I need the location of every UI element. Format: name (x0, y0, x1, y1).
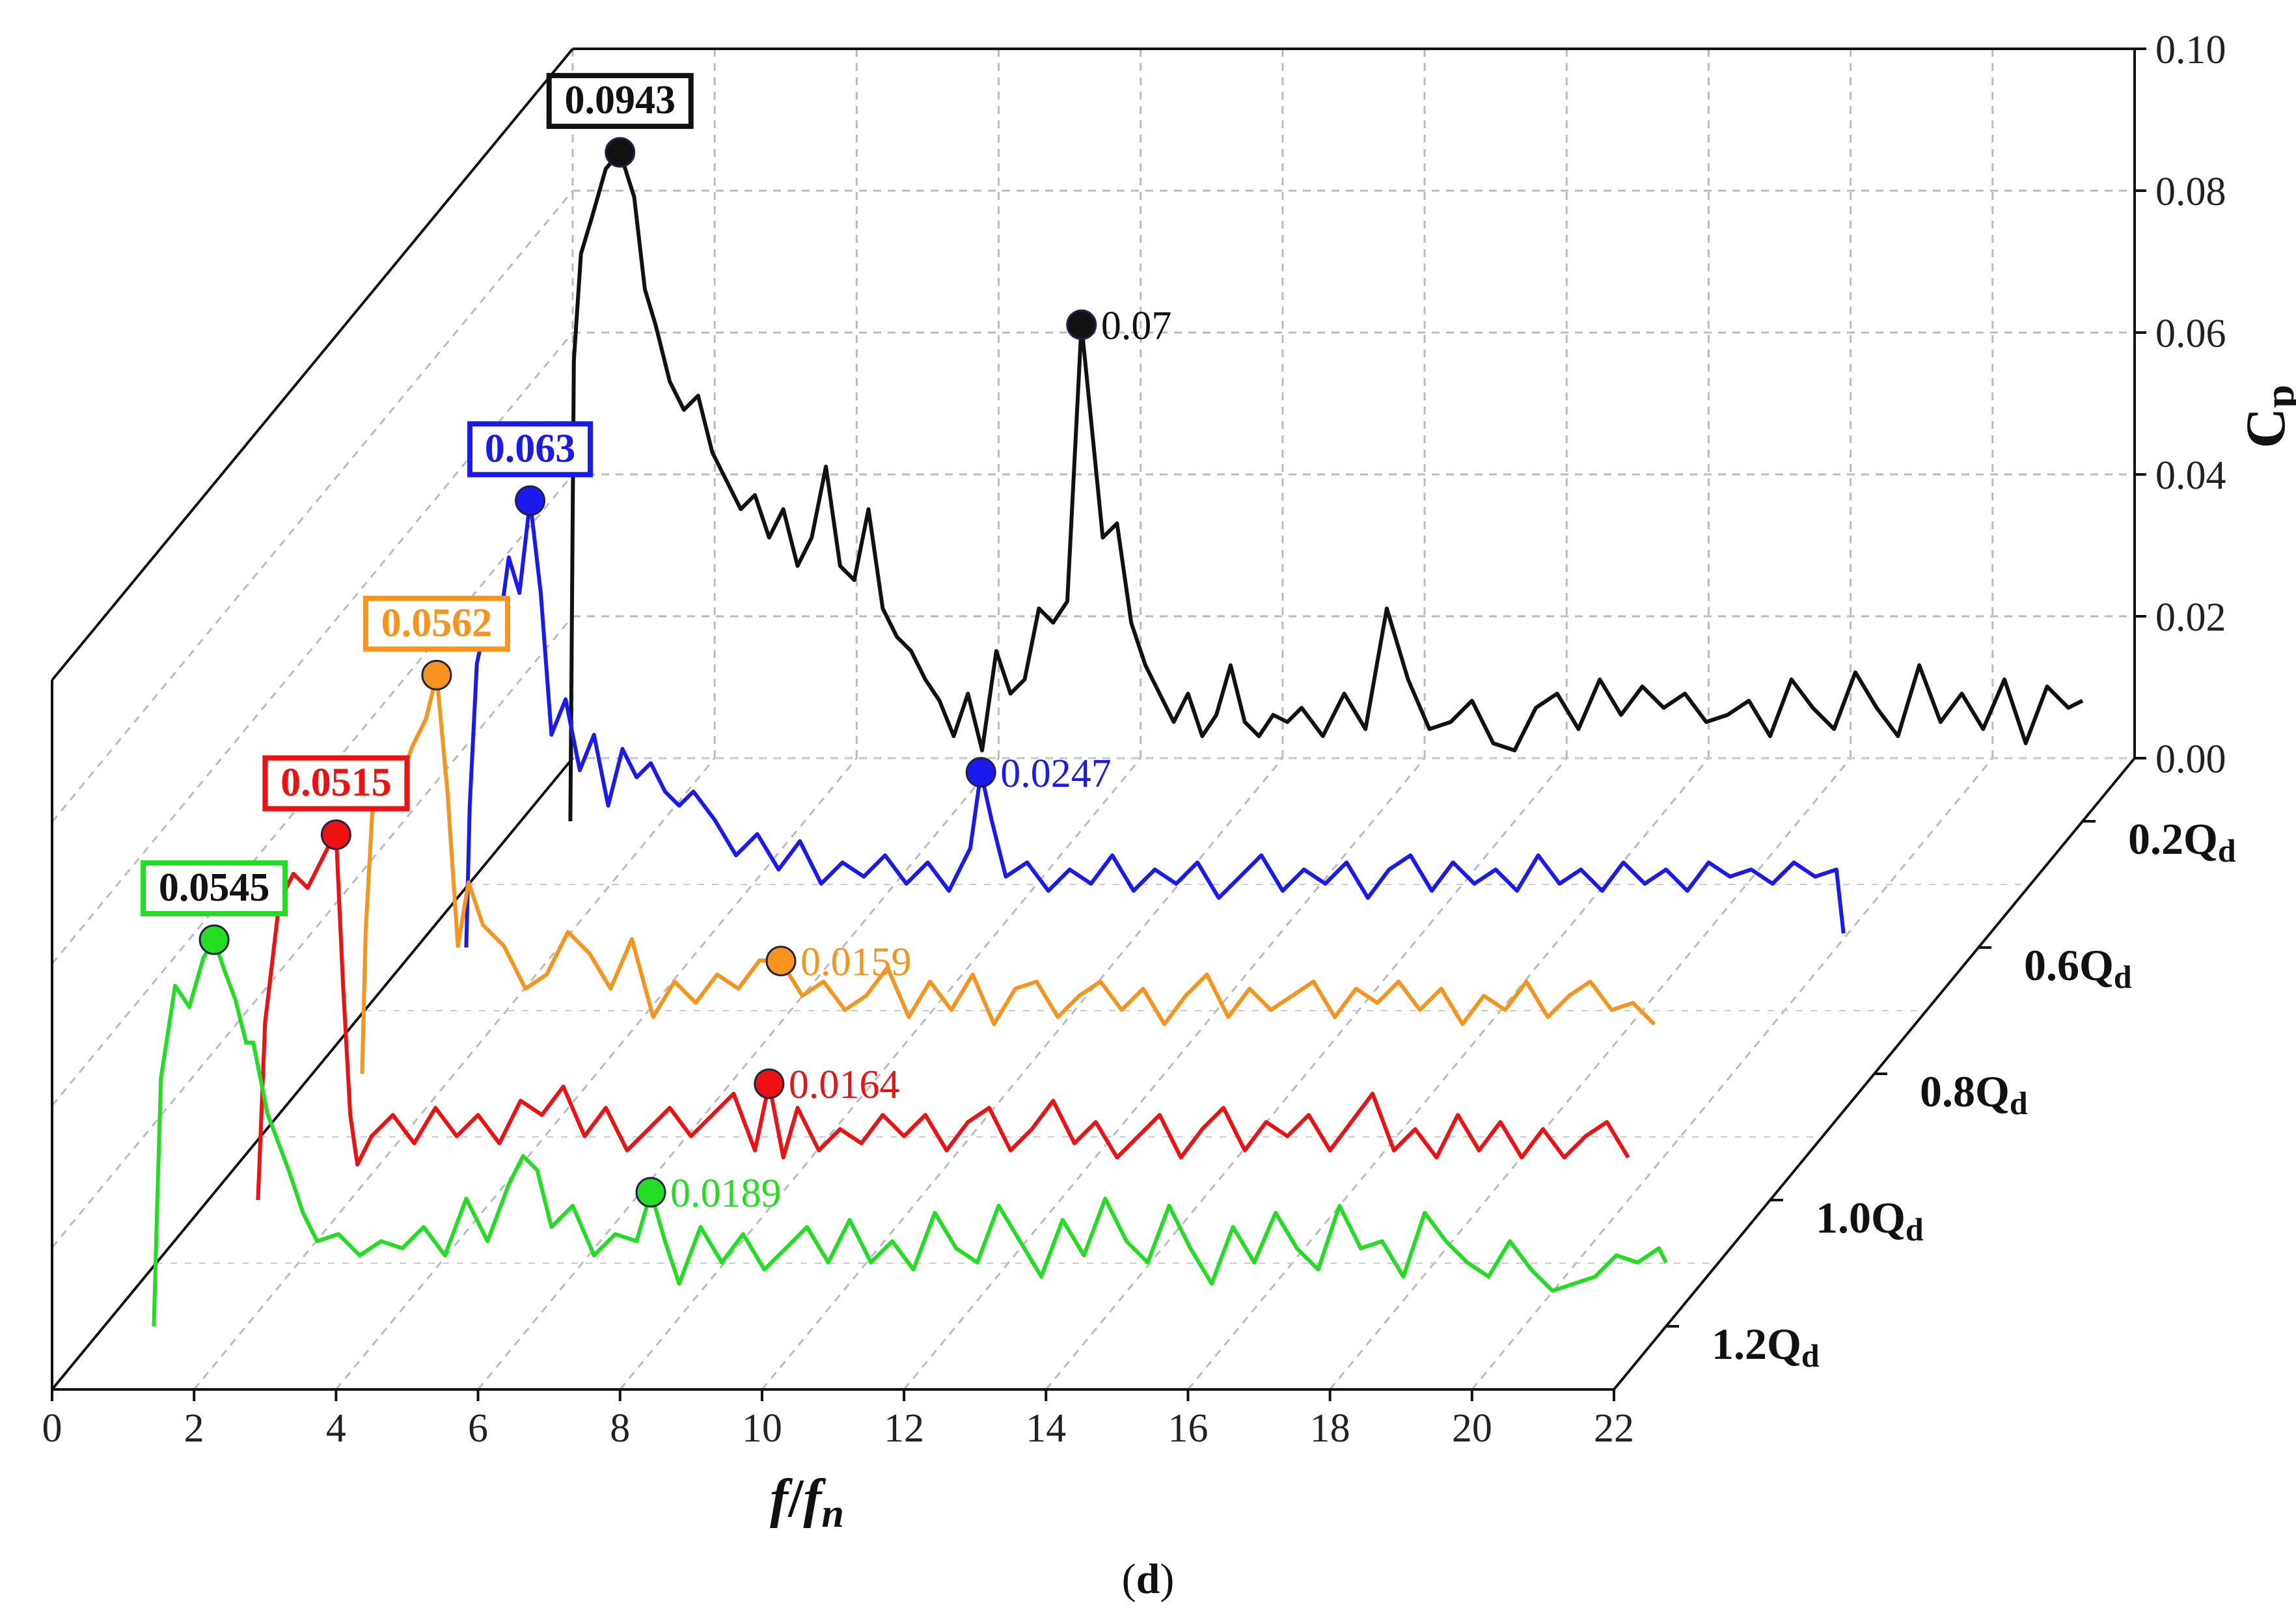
y-axis-title-sub: p (2256, 385, 2296, 408)
x-tick-label: 22 (1594, 1406, 1634, 1451)
series-0_6Qd: 0.063 0.0247 (464, 421, 1846, 948)
floor-gridline-x (1045, 758, 1568, 1390)
x-tick-label: 12 (884, 1406, 924, 1451)
caption-open: ( (1122, 1555, 1136, 1603)
annotation-label: 0.0247 (1000, 752, 1112, 796)
annotation-marker (320, 819, 351, 851)
series-label: 1.2Qd (1712, 1319, 1820, 1374)
series-0_2Qd: 0.0943 0.07 (546, 73, 2084, 822)
caption-letter: d (1136, 1555, 1160, 1603)
side-wall-gridline-y (51, 616, 574, 1248)
x-tick-label: 4 (326, 1406, 346, 1451)
y-tick-label: 0.04 (2155, 454, 2226, 498)
floor-gridline-x (193, 758, 716, 1390)
annotation-box (467, 421, 594, 478)
series-label: 1.0Qd (1816, 1193, 1924, 1248)
annotation-label: 0.0562 (381, 601, 493, 645)
series-0_8Qd: 0.0562 0.0159 (360, 595, 1656, 1074)
annotation-label: 0.0164 (789, 1063, 900, 1107)
series-label: 0.2Qd (2128, 814, 2236, 869)
floor-gridline-x (619, 758, 1141, 1390)
x-tick-label: 10 (742, 1406, 782, 1451)
annotation-label: 0.0515 (280, 761, 392, 805)
y-tick-label: 0.06 (2155, 312, 2226, 356)
annotation-box (362, 595, 510, 652)
annotation-label: 0.0943 (564, 78, 676, 122)
x-tick-label: 18 (1310, 1406, 1350, 1451)
annotation-marker (1066, 309, 1097, 340)
y-tick-label: 0.10 (2155, 28, 2226, 72)
series-line (464, 499, 1846, 948)
annotation-label: 0.0189 (670, 1171, 782, 1216)
annotation-marker (605, 137, 636, 168)
side-wall-gridline-y (51, 332, 574, 964)
annotation-marker (421, 659, 452, 690)
annotation-label: 0.0545 (159, 866, 270, 910)
series-label: 0.8Qd (1920, 1067, 2028, 1121)
series-line (152, 938, 1668, 1327)
y-tick-label: 0.00 (2155, 737, 2226, 782)
series-1_2Qd: 0.0545 0.0189 (141, 860, 1668, 1327)
floor-gridline-x (335, 758, 858, 1390)
x-tick-label: 6 (468, 1406, 488, 1451)
chart-frame (51, 48, 2136, 1391)
x-tick-label: 14 (1026, 1406, 1066, 1451)
annotation-marker (198, 924, 230, 955)
left-top-edge (51, 48, 574, 681)
annotation-label: 0.07 (1101, 304, 1172, 348)
figure-caption: (d) (1122, 1555, 1175, 1603)
floor-left-edge (51, 757, 574, 1391)
annotation-box (141, 860, 288, 916)
series-line (360, 673, 1656, 1074)
y-axis-title: Cp (2234, 385, 2296, 448)
x-axis-title: f/fn (770, 1468, 844, 1536)
floor-gridline-x (1187, 758, 1710, 1390)
side-wall-gridline-y (51, 190, 574, 823)
annotation-marker (965, 757, 996, 788)
floor-gridline-x (1329, 758, 1852, 1390)
floor-gridline-x (1471, 758, 1993, 1390)
x-axis-title-slash: / (787, 1468, 804, 1529)
x-tick-label: 2 (184, 1406, 204, 1451)
x-axis-title-sub: n (821, 1492, 843, 1536)
tick-labels: 0 2 4 6 8 10 12 14 16 18 20 22 0.00 0.02 0.04 0.06 0.08 0… (42, 28, 2226, 1451)
series-1_0Qd: 0.0515 0.0164 (256, 755, 1630, 1201)
floor-gridline-x (903, 758, 1426, 1390)
floor-gridline-x (477, 758, 1000, 1390)
annotation-marker (765, 946, 797, 977)
annotation-marker (754, 1068, 785, 1099)
annotation-label: 0.063 (485, 426, 576, 471)
x-tick-label: 16 (1168, 1406, 1208, 1451)
floor-gridline-x (761, 758, 1284, 1390)
annotation-label: 0.0159 (800, 940, 912, 985)
annotation-marker (635, 1177, 666, 1208)
series-line (256, 832, 1630, 1201)
x-tick-label: 20 (1452, 1406, 1492, 1451)
series-labels: 0.2Qd 0.6Qd 0.8Qd 1.0Qd 1.2Qd (1666, 814, 2236, 1374)
x-tick-label: 8 (610, 1406, 630, 1451)
side-wall-gridline-y (51, 474, 574, 1106)
y-axis-title-main: C (2234, 408, 2296, 448)
y-tick-label: 0.02 (2155, 595, 2226, 640)
series-group: 0.09430.070.0630.02470.05620.01590.05150… (141, 73, 2084, 1327)
x-tick-label: 0 (42, 1406, 62, 1451)
caption-close: ) (1160, 1555, 1174, 1603)
annotation-box (262, 755, 410, 812)
series-line (568, 150, 2084, 822)
annotation-box (546, 73, 694, 130)
annotation-marker (515, 485, 546, 516)
series-label: 0.6Qd (2024, 940, 2132, 995)
y-tick-label: 0.08 (2155, 170, 2226, 214)
